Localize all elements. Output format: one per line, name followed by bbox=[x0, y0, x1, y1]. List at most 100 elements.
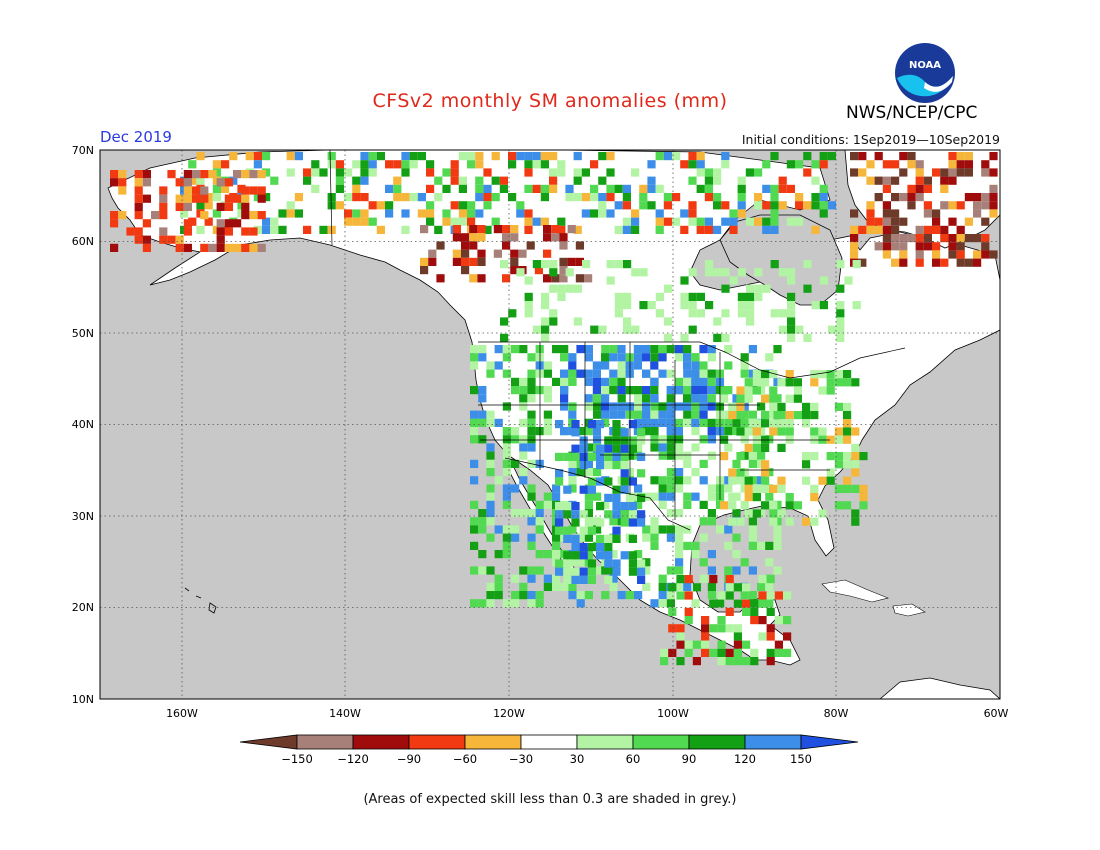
anomaly-cell bbox=[614, 201, 623, 210]
anomaly-cell bbox=[675, 541, 684, 550]
anomaly-cell bbox=[494, 345, 503, 354]
anomaly-cell bbox=[493, 249, 502, 258]
anomaly-cell bbox=[707, 402, 716, 411]
anomaly-cell bbox=[560, 345, 569, 354]
anomaly-cell bbox=[620, 510, 629, 519]
anomaly-cell bbox=[192, 170, 201, 179]
anomaly-cell bbox=[183, 178, 192, 187]
anomaly-cell bbox=[368, 201, 377, 210]
anomaly-cell bbox=[142, 178, 151, 187]
anomaly-cell bbox=[740, 361, 749, 370]
anomaly-cell bbox=[724, 386, 733, 395]
anomaly-cell bbox=[907, 201, 916, 210]
anomaly-cell bbox=[535, 500, 544, 509]
anomaly-cell bbox=[633, 410, 642, 419]
anomaly-cell bbox=[502, 468, 511, 477]
anomaly-cell bbox=[874, 193, 883, 202]
anomaly-cell bbox=[477, 233, 486, 242]
anomaly-cell bbox=[469, 233, 478, 242]
anomaly-cell bbox=[637, 436, 646, 445]
anomaly-cell bbox=[634, 550, 643, 559]
anomaly-cell bbox=[650, 345, 659, 354]
anomaly-cell bbox=[612, 534, 621, 543]
anomaly-cell bbox=[535, 566, 544, 575]
anomaly-cell bbox=[579, 543, 588, 552]
anomaly-cell bbox=[428, 249, 437, 258]
anomaly-cell bbox=[650, 353, 659, 362]
anomaly-cell bbox=[335, 201, 344, 210]
anomaly-cell bbox=[534, 266, 543, 275]
anomaly-cell bbox=[769, 394, 778, 403]
anomaly-cell bbox=[584, 591, 593, 600]
anomaly-cell bbox=[668, 624, 677, 633]
colorbar-tick: −90 bbox=[397, 752, 421, 766]
anomaly-cell bbox=[557, 217, 566, 226]
anomaly-cell bbox=[502, 402, 511, 411]
anomaly-cell bbox=[675, 476, 684, 485]
anomaly-cell bbox=[142, 170, 151, 179]
anomaly-cell bbox=[642, 353, 651, 362]
anomaly-cell bbox=[606, 260, 615, 269]
anomaly-cell bbox=[770, 209, 779, 218]
anomaly-cell bbox=[426, 217, 435, 226]
colorbar-swatch bbox=[576, 734, 634, 750]
anomaly-cell bbox=[262, 152, 271, 161]
anomaly-cell bbox=[850, 250, 859, 259]
anomaly-cell bbox=[811, 201, 820, 210]
anomaly-cell bbox=[557, 292, 566, 301]
anomaly-cell bbox=[843, 452, 852, 461]
anomaly-cell bbox=[224, 194, 233, 203]
anomaly-cell bbox=[795, 325, 804, 334]
anomaly-cell bbox=[658, 484, 667, 493]
anomaly-cell bbox=[655, 292, 664, 301]
anomaly-cell bbox=[774, 591, 783, 600]
anomaly-cell bbox=[664, 284, 673, 293]
anomaly-cell bbox=[590, 193, 599, 202]
anomaly-cell bbox=[762, 201, 771, 210]
anomaly-cell bbox=[691, 410, 700, 419]
anomaly-cell bbox=[559, 241, 568, 250]
anomaly-cell bbox=[765, 541, 774, 550]
anomaly-cell bbox=[748, 377, 757, 386]
anomaly-cell bbox=[713, 333, 722, 342]
anomaly-cell bbox=[803, 260, 812, 269]
anomaly-cell bbox=[417, 152, 426, 161]
anomaly-cell bbox=[650, 492, 659, 501]
anomaly-cell bbox=[196, 152, 205, 161]
anomaly-cell bbox=[620, 485, 629, 494]
anomaly-cell bbox=[650, 599, 659, 608]
anomaly-cell bbox=[549, 268, 558, 277]
anomaly-cell bbox=[526, 241, 535, 250]
anomaly-cell bbox=[713, 193, 722, 202]
anomaly-cell bbox=[543, 394, 552, 403]
anomaly-cell bbox=[642, 566, 651, 575]
colorbar-swatch bbox=[632, 734, 690, 750]
anomaly-cell bbox=[200, 243, 209, 252]
anomaly-cell bbox=[573, 225, 582, 234]
anomaly-cell bbox=[810, 493, 819, 502]
anomaly-cell bbox=[692, 583, 701, 592]
anomaly-cell bbox=[508, 152, 517, 161]
anomaly-cell bbox=[543, 249, 552, 258]
anomaly-cell bbox=[637, 452, 646, 461]
anomaly-cell bbox=[262, 225, 271, 234]
anomaly-cell bbox=[680, 333, 689, 342]
anomaly-cell bbox=[866, 217, 875, 226]
skill-footnote: (Areas of expected skill less than 0.3 a… bbox=[363, 792, 737, 807]
anomaly-cell bbox=[765, 353, 774, 362]
anomaly-cell bbox=[208, 170, 217, 179]
anomaly-cell bbox=[628, 436, 637, 445]
anomaly-cell bbox=[216, 243, 225, 252]
anomaly-cell bbox=[802, 452, 811, 461]
anomaly-cell bbox=[573, 168, 582, 177]
anomaly-cell bbox=[579, 436, 588, 445]
anomaly-cell bbox=[981, 193, 990, 202]
anomaly-cell bbox=[549, 176, 558, 185]
anomaly-cell bbox=[692, 640, 701, 649]
anomaly-cell bbox=[956, 160, 965, 169]
anomaly-cell bbox=[535, 517, 544, 526]
anomaly-cell bbox=[683, 459, 692, 468]
anomaly-cell bbox=[175, 235, 184, 244]
anomaly-cell bbox=[200, 194, 209, 203]
anomaly-cell bbox=[532, 152, 541, 161]
